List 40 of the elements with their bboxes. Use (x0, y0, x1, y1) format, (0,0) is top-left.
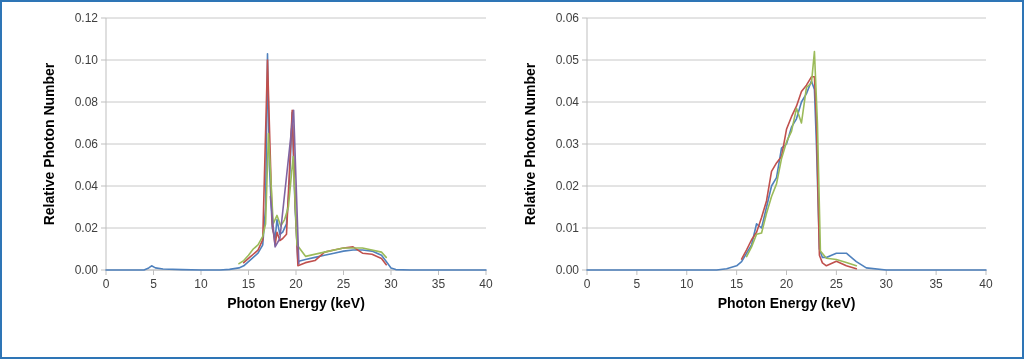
x-tick-label: 25 (829, 277, 844, 291)
x-tick-label: 20 (289, 277, 303, 291)
y-tick-label: 0.08 (74, 95, 99, 109)
y-tick-label: 0.01 (555, 221, 580, 235)
y-tick-label: 0.12 (74, 11, 99, 25)
x-tick-label: 20 (779, 277, 794, 291)
y-tick-label: 0.00 (74, 263, 99, 277)
y-tick-label: 0.04 (555, 95, 580, 109)
line-series (238, 132, 388, 265)
x-tick-label: 35 (431, 277, 446, 291)
x-tick-label: 5 (150, 277, 158, 291)
y-tick-label: 0.00 (555, 263, 580, 277)
y-tick-label: 0.04 (74, 179, 99, 193)
y-tick-label: 0.02 (74, 221, 99, 235)
y-tick-label: 0.02 (555, 179, 580, 193)
y-tick-label: 0.03 (555, 137, 580, 151)
y-tick-label: 0.06 (74, 137, 99, 151)
x-tick-label: 40 (979, 277, 993, 291)
y-tick-label: 0.06 (555, 11, 580, 25)
y-tick-label: 0.10 (74, 53, 99, 67)
x-tick-label: 10 (194, 277, 208, 291)
x-tick-label: 40 (479, 277, 493, 291)
x-tick-label: 15 (241, 277, 256, 291)
y-axis-title: Relative Photon Number (41, 62, 57, 226)
x-tick-label: 35 (929, 277, 944, 291)
x-tick-label: 5 (633, 277, 641, 291)
x-tick-label: 0 (583, 277, 591, 291)
x-tick-label: 15 (729, 277, 744, 291)
x-axis-title: Photon Energy (keV) (227, 295, 365, 311)
x-tick-label: 0 (102, 277, 110, 291)
x-tick-label: 30 (384, 277, 398, 291)
x-tick-label: 10 (680, 277, 694, 291)
x-axis-title: Photon Energy (keV) (717, 295, 856, 311)
y-axis-title: Relative Photon Number (522, 62, 538, 226)
line-series (745, 50, 858, 267)
x-tick-label: 30 (879, 277, 894, 291)
line-series (269, 109, 300, 265)
y-tick-label: 0.05 (555, 53, 580, 67)
line-series (740, 76, 858, 270)
x-tick-label: 25 (336, 277, 351, 291)
